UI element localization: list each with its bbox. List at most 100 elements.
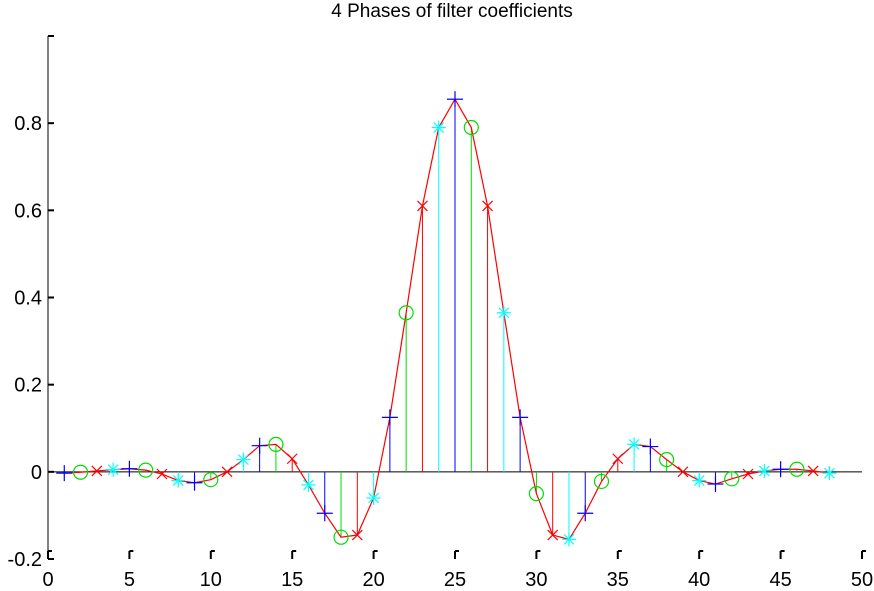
cross-marker: [742, 468, 754, 480]
circle-marker: [333, 529, 349, 545]
data-point: [316, 505, 333, 522]
star-marker: [628, 438, 640, 450]
data-point: [512, 409, 529, 426]
data-point: [366, 490, 381, 505]
cross-marker: [547, 529, 559, 541]
star-marker: [368, 492, 380, 504]
data-point: [659, 452, 675, 468]
x-tick-label: 15: [281, 569, 303, 591]
x-tick-label: 25: [444, 569, 466, 591]
circle-marker: [203, 472, 219, 488]
star-marker: [107, 464, 119, 476]
data-point: [417, 200, 428, 212]
data-point: [627, 437, 642, 452]
data-point: [447, 91, 463, 108]
data-point: [528, 486, 545, 502]
x-tick-label: 50: [851, 569, 873, 591]
circle-marker: [724, 471, 740, 487]
y-tick-label: 0: [31, 462, 42, 484]
data-point: [121, 460, 138, 477]
cross-marker: [91, 465, 103, 477]
cross-marker: [286, 453, 298, 465]
data-point: [56, 465, 73, 482]
data-point: [822, 466, 837, 481]
data-point: [642, 438, 659, 455]
data-point: [692, 473, 707, 488]
data-point: [431, 120, 446, 135]
filter-response-line: [64, 97, 830, 541]
connecting-line: [64, 97, 830, 541]
data-point: [742, 468, 754, 480]
data-point: [203, 472, 219, 488]
data-point: [236, 452, 251, 467]
data-point: [268, 436, 284, 452]
data-point: [301, 477, 316, 492]
x-tick-label: 10: [200, 569, 222, 591]
data-point: [351, 529, 363, 541]
cross-marker: [807, 465, 819, 477]
star-marker: [693, 475, 705, 486]
x-tick-label: 40: [688, 569, 710, 591]
data-point: [789, 461, 805, 477]
data-point: [547, 529, 559, 541]
data-point: [612, 453, 624, 465]
data-point: [577, 505, 594, 522]
chart-title: 4 Phases of filter coefficients: [331, 1, 573, 22]
circle-marker: [138, 462, 154, 478]
circle-marker: [789, 461, 805, 477]
data-point: [251, 437, 268, 454]
y-tick-label: 0.8: [14, 113, 42, 135]
star-marker: [172, 475, 184, 486]
star-marker: [758, 465, 770, 477]
axes: 0 5 10 15 20 25 30 35 40 45 50-0.200.20.40.60.8: [8, 35, 873, 591]
data-point: [561, 532, 576, 547]
cross-marker: [221, 466, 233, 478]
data-point: [724, 471, 740, 487]
star-marker: [303, 479, 314, 491]
data-point: [677, 466, 689, 478]
data-point: [496, 305, 511, 320]
data-point: [707, 476, 724, 493]
data-point: [772, 461, 789, 478]
data-point: [138, 462, 154, 478]
star-marker: [237, 454, 249, 466]
data-point: [171, 473, 186, 488]
data-point: [221, 466, 233, 478]
cross-marker: [417, 200, 428, 212]
data-point: [156, 468, 168, 480]
data-point: [381, 409, 398, 426]
star-marker: [433, 122, 445, 133]
y-tick-label: 0.6: [14, 200, 42, 222]
data-point: [286, 453, 298, 465]
star-marker: [824, 467, 835, 479]
data-point: [593, 473, 610, 490]
cross-marker: [677, 466, 689, 478]
data-point: [333, 529, 349, 545]
stem-markers: [56, 91, 837, 547]
y-tick-label: -0.2: [8, 549, 42, 571]
x-tick-label: 30: [525, 569, 547, 591]
y-tick-label: 0.2: [14, 375, 42, 397]
data-point: [757, 463, 772, 478]
data-point: [91, 465, 103, 477]
x-tick-label: 35: [607, 569, 629, 591]
cross-marker: [351, 529, 363, 541]
data-point: [482, 200, 493, 212]
stem-lines: [63, 99, 830, 540]
data-point: [807, 465, 819, 477]
star-marker: [498, 307, 510, 319]
data-point: [186, 474, 203, 491]
data-point: [106, 462, 121, 477]
x-tick-label: 0: [42, 569, 53, 591]
y-tick-label: 0.4: [14, 288, 42, 310]
circle-marker: [398, 305, 414, 321]
circle-marker: [659, 452, 675, 468]
cross-marker: [612, 453, 624, 465]
circle-marker: [268, 436, 284, 452]
x-tick-label: 5: [124, 569, 135, 591]
circle-marker: [528, 486, 545, 502]
cross-marker: [482, 200, 493, 212]
data-point: [72, 464, 89, 480]
x-tick-label: 45: [769, 569, 791, 591]
